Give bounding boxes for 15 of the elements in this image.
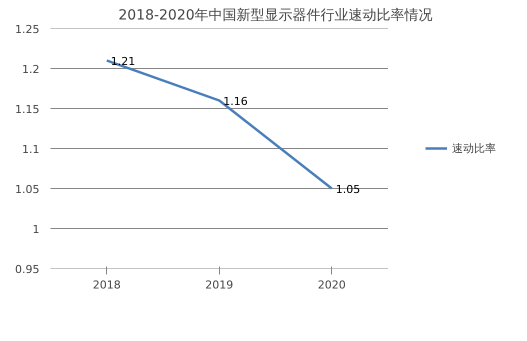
legend-label: 速动比率: [452, 140, 496, 156]
data-label: 1.16: [223, 95, 248, 108]
y-tick-label: 1: [32, 223, 40, 236]
y-tick-label: 1.2: [22, 63, 40, 76]
y-tick-label: 1.15: [15, 103, 40, 116]
x-tick-label: 2020: [318, 278, 346, 292]
y-tick-label: 1.05: [15, 183, 40, 196]
data-label: 1.21: [110, 55, 136, 68]
data-label: 1.05: [336, 183, 360, 196]
x-tick-label: 2018: [92, 278, 121, 292]
y-tick-label: 1.25: [15, 23, 40, 36]
chart-title: 2018-2020年中国新型显示器件行业速动比率情况: [118, 8, 433, 24]
y-tick-label: 1.1: [22, 143, 40, 156]
y-tick-label: 0.95: [15, 263, 40, 276]
x-tick-label: 2019: [205, 278, 234, 292]
